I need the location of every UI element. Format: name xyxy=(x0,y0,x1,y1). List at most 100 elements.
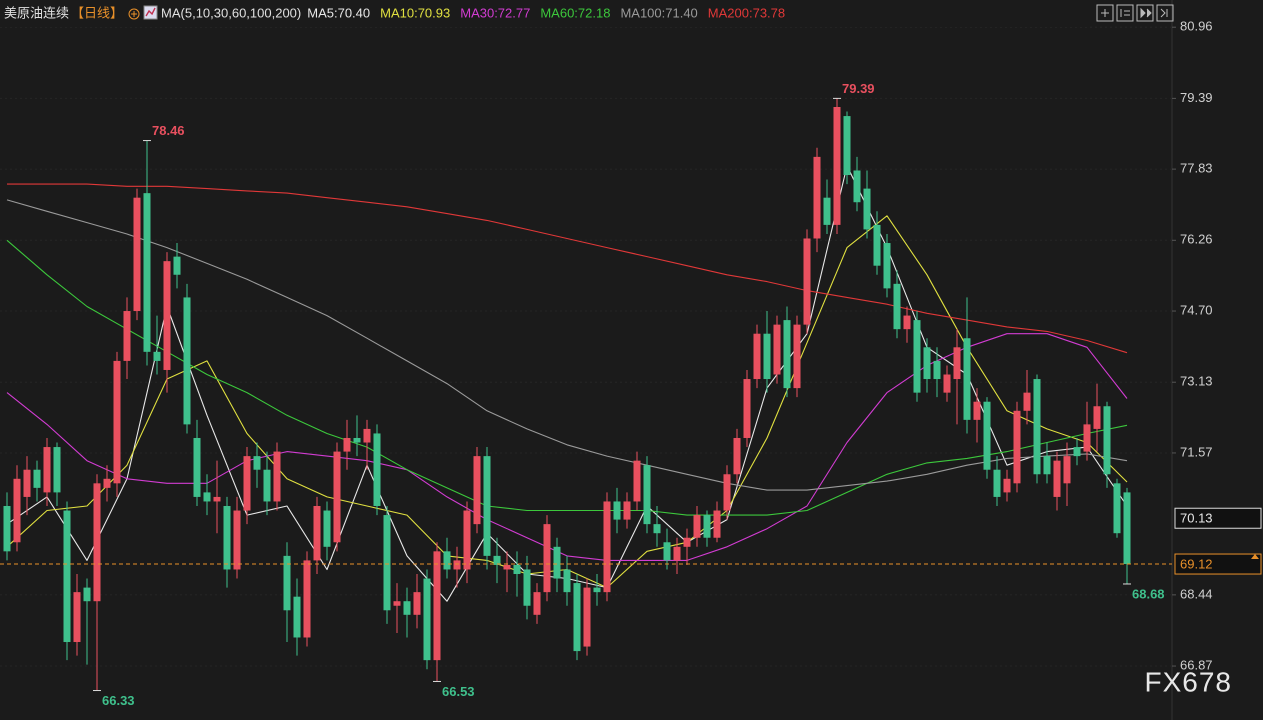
extreme-label: 66.53 xyxy=(442,684,475,699)
candle-body xyxy=(633,460,641,502)
candle-body xyxy=(433,551,441,661)
candle-body xyxy=(893,283,901,330)
candle-body xyxy=(133,197,141,312)
tool-button[interactable] xyxy=(1116,4,1134,22)
candle-body xyxy=(223,505,231,570)
candle-body xyxy=(183,297,191,425)
candle-body xyxy=(23,469,31,497)
candle-body xyxy=(243,456,251,511)
candle-body xyxy=(723,474,731,511)
candle-body xyxy=(813,156,821,239)
candle-body xyxy=(453,560,461,570)
candle-body xyxy=(403,601,411,615)
candle-body xyxy=(513,564,521,575)
period: 【日线】 xyxy=(71,5,123,20)
header-bg xyxy=(0,0,1090,27)
candle-body xyxy=(13,478,21,543)
candle-body xyxy=(643,465,651,525)
candle-body xyxy=(373,433,381,506)
candle-body xyxy=(823,197,831,225)
candles xyxy=(3,98,1131,691)
candle-body xyxy=(743,379,751,438)
candle-body xyxy=(173,256,181,275)
extreme-label: 68.68 xyxy=(1132,586,1165,601)
candle-body xyxy=(903,315,911,330)
candle-body xyxy=(33,469,41,488)
tool-button[interactable] xyxy=(1096,4,1114,22)
ma-label: MA(5,10,30,60,100,200) xyxy=(161,5,301,20)
candle-body xyxy=(653,524,661,534)
candle-body xyxy=(93,483,101,602)
candle-body xyxy=(153,351,161,361)
candle-body xyxy=(3,505,11,552)
y-tick-label: 71.57 xyxy=(1180,444,1213,459)
candle-body xyxy=(263,469,271,502)
candle-body xyxy=(83,587,91,602)
candle-body xyxy=(1103,406,1111,475)
candle-body xyxy=(423,578,431,661)
candle-body xyxy=(933,360,941,380)
instrument-title: 美原油连续 xyxy=(4,5,69,20)
cursor-price-label: 70.13 xyxy=(1180,511,1213,526)
legend-entry: MA200:73.78 xyxy=(708,5,785,20)
candle-body xyxy=(1003,478,1011,493)
tool-button[interactable] xyxy=(1136,4,1154,22)
tool-button[interactable] xyxy=(1156,4,1174,22)
candle-body xyxy=(843,116,851,176)
candle-body xyxy=(353,437,361,443)
candle-body xyxy=(193,437,201,497)
overlay: 78.46 79.39 66.33 66.53 68.68 69.12 70.13 xyxy=(0,81,1262,708)
candle-body xyxy=(553,546,561,579)
add-icon[interactable] xyxy=(128,8,140,20)
candle-body xyxy=(383,515,391,611)
candle-body xyxy=(883,243,891,289)
candle-body xyxy=(473,456,481,525)
candle-body xyxy=(853,170,861,203)
legend-entry: MA100:71.40 xyxy=(620,5,697,20)
price-axis: 80.96 79.39 77.83 76.26 74.70 73.13 71.57 68.44… xyxy=(1172,19,1213,672)
candle-body xyxy=(323,510,331,547)
candle-body xyxy=(163,261,171,370)
candle-body xyxy=(593,587,601,593)
candle-body xyxy=(1033,379,1041,475)
y-tick-label: 79.39 xyxy=(1180,90,1213,105)
candle-body xyxy=(1123,492,1131,565)
candle-body xyxy=(963,338,971,420)
candle-body xyxy=(983,401,991,470)
candle-body xyxy=(1073,447,1081,457)
y-tick-label: 76.26 xyxy=(1180,232,1213,247)
candle-body xyxy=(943,374,951,393)
extreme-label: 79.39 xyxy=(842,81,875,96)
candle-body xyxy=(123,311,131,361)
candle-body xyxy=(273,451,281,502)
candle-body xyxy=(773,324,781,375)
last-price-label: 69.12 xyxy=(1180,556,1213,571)
tool-icon xyxy=(1160,8,1168,18)
candle-body xyxy=(603,501,611,593)
candle-body xyxy=(1043,456,1051,475)
y-tick-label: 80.96 xyxy=(1180,19,1213,34)
candle-body xyxy=(253,456,261,470)
add-icon-cross xyxy=(131,11,138,17)
candle-body xyxy=(753,333,761,380)
candle-body xyxy=(993,469,1001,497)
candle-body xyxy=(293,596,301,638)
candle-body xyxy=(63,510,71,643)
candle-body xyxy=(103,478,111,488)
candle-body xyxy=(1013,410,1021,484)
candle-body xyxy=(1063,456,1071,484)
candle-body xyxy=(53,447,61,493)
candle-body xyxy=(1023,392,1031,411)
candle-body xyxy=(343,437,351,452)
ma-line xyxy=(7,183,1128,354)
candle-body xyxy=(483,456,491,556)
ma-line xyxy=(6,199,1128,491)
last-price-arrow xyxy=(1251,554,1259,560)
candle-body xyxy=(713,510,721,538)
candle-body xyxy=(143,193,151,352)
y-tick-label: 66.87 xyxy=(1180,657,1213,672)
candle-body xyxy=(503,564,511,570)
extreme-label: 66.33 xyxy=(102,693,135,708)
